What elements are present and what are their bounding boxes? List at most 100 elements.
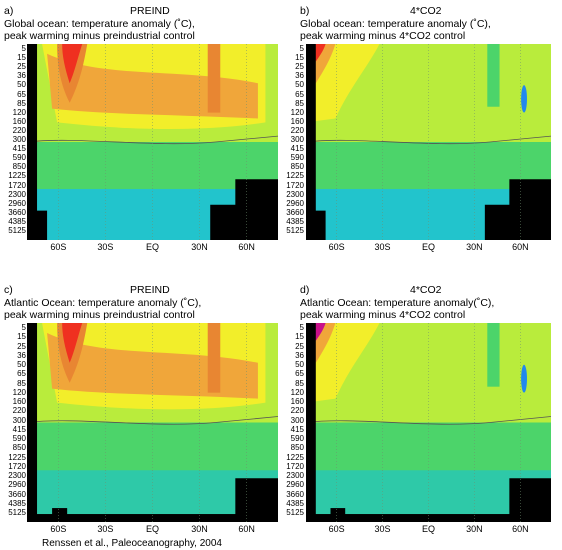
x-tick-label: 30S: [374, 242, 391, 252]
y-tick-label: 15: [17, 53, 26, 63]
x-tick-label: EQ: [145, 524, 159, 534]
x-tick-label: 30S: [374, 524, 391, 534]
y-tick-label: 2960: [286, 480, 304, 490]
y-tick-label: 415: [12, 144, 26, 154]
y-tick-label: 3660: [286, 207, 304, 217]
y-tick-label: 120: [12, 107, 26, 117]
y-tick-label: 5: [299, 323, 304, 332]
y-tick-label: 1720: [8, 180, 26, 190]
y-tick-label: 65: [17, 369, 26, 379]
y-tick-label: 3660: [8, 489, 26, 499]
y-tick-label: 120: [290, 107, 304, 117]
y-tick-label: 36: [17, 350, 26, 360]
land-mask-north: [509, 478, 551, 522]
chart-title-line1: Global ocean: temperature anomaly (˚C),: [4, 18, 195, 30]
isoline: [27, 135, 278, 145]
heatmap-plot: [27, 44, 278, 240]
x-tick-label: 60N: [238, 242, 255, 252]
northern-green-column: [487, 323, 500, 387]
chart-title-line1: Atlantic Ocean: temperature anomaly (˚C)…: [4, 297, 202, 309]
max-warming-red-region: [313, 44, 326, 62]
y-tick-label: 5125: [286, 226, 304, 235]
land-mask-south: [306, 44, 316, 240]
y-tick-label: 160: [12, 397, 26, 406]
x-tick-label: 30N: [191, 242, 208, 252]
land-mask-ridge: [52, 508, 68, 522]
x-tick-label: 60N: [512, 524, 529, 534]
land-mask-south-floor: [27, 210, 48, 240]
x-tick-label: 60N: [238, 524, 255, 534]
y-tick-label: 220: [290, 406, 304, 416]
y-tick-label: 25: [295, 62, 304, 72]
y-tick-label: 25: [17, 62, 26, 72]
y-tick-label: 1720: [286, 461, 304, 471]
max-warming-red-region: [62, 44, 83, 84]
y-tick-label: 85: [295, 378, 304, 388]
y-tick-label: 2300: [8, 189, 26, 199]
land-mask-south-floor: [306, 210, 326, 240]
y-tick-label: 590: [12, 434, 26, 443]
y-tick-label: 4385: [8, 498, 26, 508]
land-mask-north: [210, 179, 278, 240]
y-tick-label: 160: [290, 116, 304, 126]
y-tick-label: 415: [290, 144, 304, 154]
x-tick-label: 60S: [50, 242, 67, 252]
y-tick-label: 3660: [8, 207, 26, 217]
y-tick-label: 850: [12, 162, 26, 172]
y-tick-label: 220: [12, 125, 26, 135]
y-tick-label: 5125: [8, 226, 26, 235]
y-tick-label: 415: [290, 424, 304, 434]
y-tick-label: 160: [290, 397, 304, 406]
y-tick-label: 1720: [286, 180, 304, 190]
y-tick-label: 590: [290, 153, 304, 163]
y-tick-label: 2300: [286, 471, 304, 480]
chart-title-line2: peak warming minus 4*CO2 control: [300, 30, 466, 42]
y-tick-label: 300: [12, 415, 26, 425]
y-tick-label: 590: [12, 153, 26, 163]
land-mask-south: [27, 323, 38, 522]
y-tick-label: 4385: [286, 498, 304, 508]
isoline: [306, 135, 551, 145]
isoline: [306, 416, 551, 425]
x-tick-label: 30S: [97, 524, 114, 534]
x-tick-label: EQ: [145, 242, 159, 252]
y-tick-label: 850: [290, 162, 304, 172]
y-tick-label: 220: [12, 406, 26, 416]
heatmap-plot: [27, 323, 278, 522]
northern-warming-column: [207, 323, 221, 393]
y-tick-label: 85: [17, 378, 26, 388]
panel-label: d): [300, 284, 310, 296]
northern-warming-column: [207, 44, 221, 113]
y-tick-label: 1225: [8, 171, 26, 181]
max-warming-red-region: [313, 323, 326, 341]
heatmap-plot: [306, 44, 551, 240]
y-tick-label: 50: [17, 360, 26, 369]
chart-title-line2: peak warming minus preindustrial control: [4, 309, 195, 321]
x-tick-label: 60S: [328, 242, 345, 252]
y-tick-label: 65: [295, 89, 304, 99]
isoline: [27, 416, 278, 425]
deep-green-band: [27, 418, 278, 471]
y-tick-label: 2300: [286, 189, 304, 199]
x-tick-label: 60S: [328, 524, 345, 534]
northern-cooling-spot: [521, 364, 527, 393]
y-tick-label: 120: [12, 387, 26, 397]
y-tick-label: 50: [295, 360, 304, 369]
y-tick-label: 25: [17, 341, 26, 351]
y-tick-label: 5: [21, 44, 26, 53]
y-tick-label: 85: [17, 98, 26, 108]
land-mask-south: [306, 323, 316, 522]
y-tick-label: 415: [12, 424, 26, 434]
chart-title-line1: Atlantic Ocean: temperature anomaly(˚C),: [300, 297, 495, 309]
heatmap-plot: [306, 323, 551, 522]
northern-green-column: [487, 44, 500, 107]
column-title: PREIND: [130, 5, 170, 17]
land-mask-north: [484, 179, 551, 240]
y-tick-label: 15: [17, 332, 26, 342]
y-tick-label: 50: [295, 80, 304, 90]
x-tick-label: EQ: [421, 242, 435, 252]
chart-title-line1: Global ocean: temperature anomaly (˚C),: [300, 18, 491, 30]
y-tick-label: 36: [295, 71, 304, 81]
y-tick-label: 120: [290, 387, 304, 397]
y-tick-label: 5: [299, 44, 304, 53]
